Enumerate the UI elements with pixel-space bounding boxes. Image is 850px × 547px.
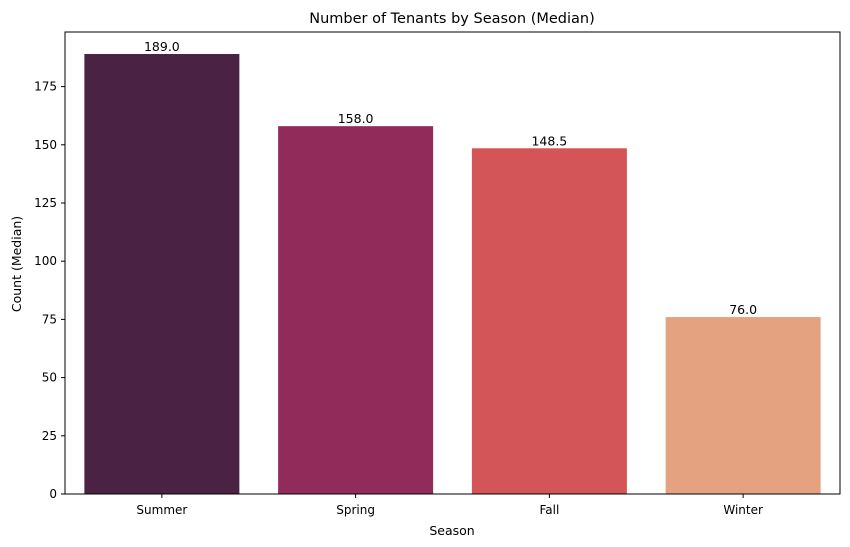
y-axis: 0 25 50 75 100 125 150 175	[34, 80, 65, 501]
y-axis-label: Count (Median)	[9, 216, 24, 312]
x-tick-label: Spring	[336, 503, 375, 517]
bar-value-label: 158.0	[338, 111, 374, 126]
chart-title: Number of Tenants by Season (Median)	[309, 11, 595, 27]
bar-value-label: 76.0	[729, 302, 757, 317]
bars-group: 189.0 158.0 148.5 76.0	[84, 39, 821, 495]
y-tick-label: 125	[34, 196, 57, 210]
y-tick-label: 25	[42, 429, 57, 443]
y-tick-label: 175	[34, 80, 57, 94]
bar-value-label: 189.0	[144, 39, 180, 54]
bar-spring	[278, 126, 434, 494]
bar-summer	[84, 54, 240, 494]
y-tick-label: 100	[34, 254, 57, 268]
bar-winter	[665, 317, 821, 494]
bar-fall	[471, 148, 627, 495]
y-tick-label: 50	[42, 371, 57, 385]
x-tick-label: Summer	[136, 503, 187, 517]
x-axis-label: Season	[429, 523, 474, 538]
x-tick-label: Winter	[723, 503, 763, 517]
x-axis: Summer Spring Fall Winter	[136, 494, 763, 517]
y-tick-label: 150	[34, 138, 57, 152]
plot-frame	[64, 31, 841, 495]
x-tick-label: Fall	[539, 503, 559, 517]
bar-value-label: 148.5	[531, 133, 567, 148]
y-tick-label: 0	[49, 487, 57, 501]
y-tick-label: 75	[42, 312, 57, 326]
